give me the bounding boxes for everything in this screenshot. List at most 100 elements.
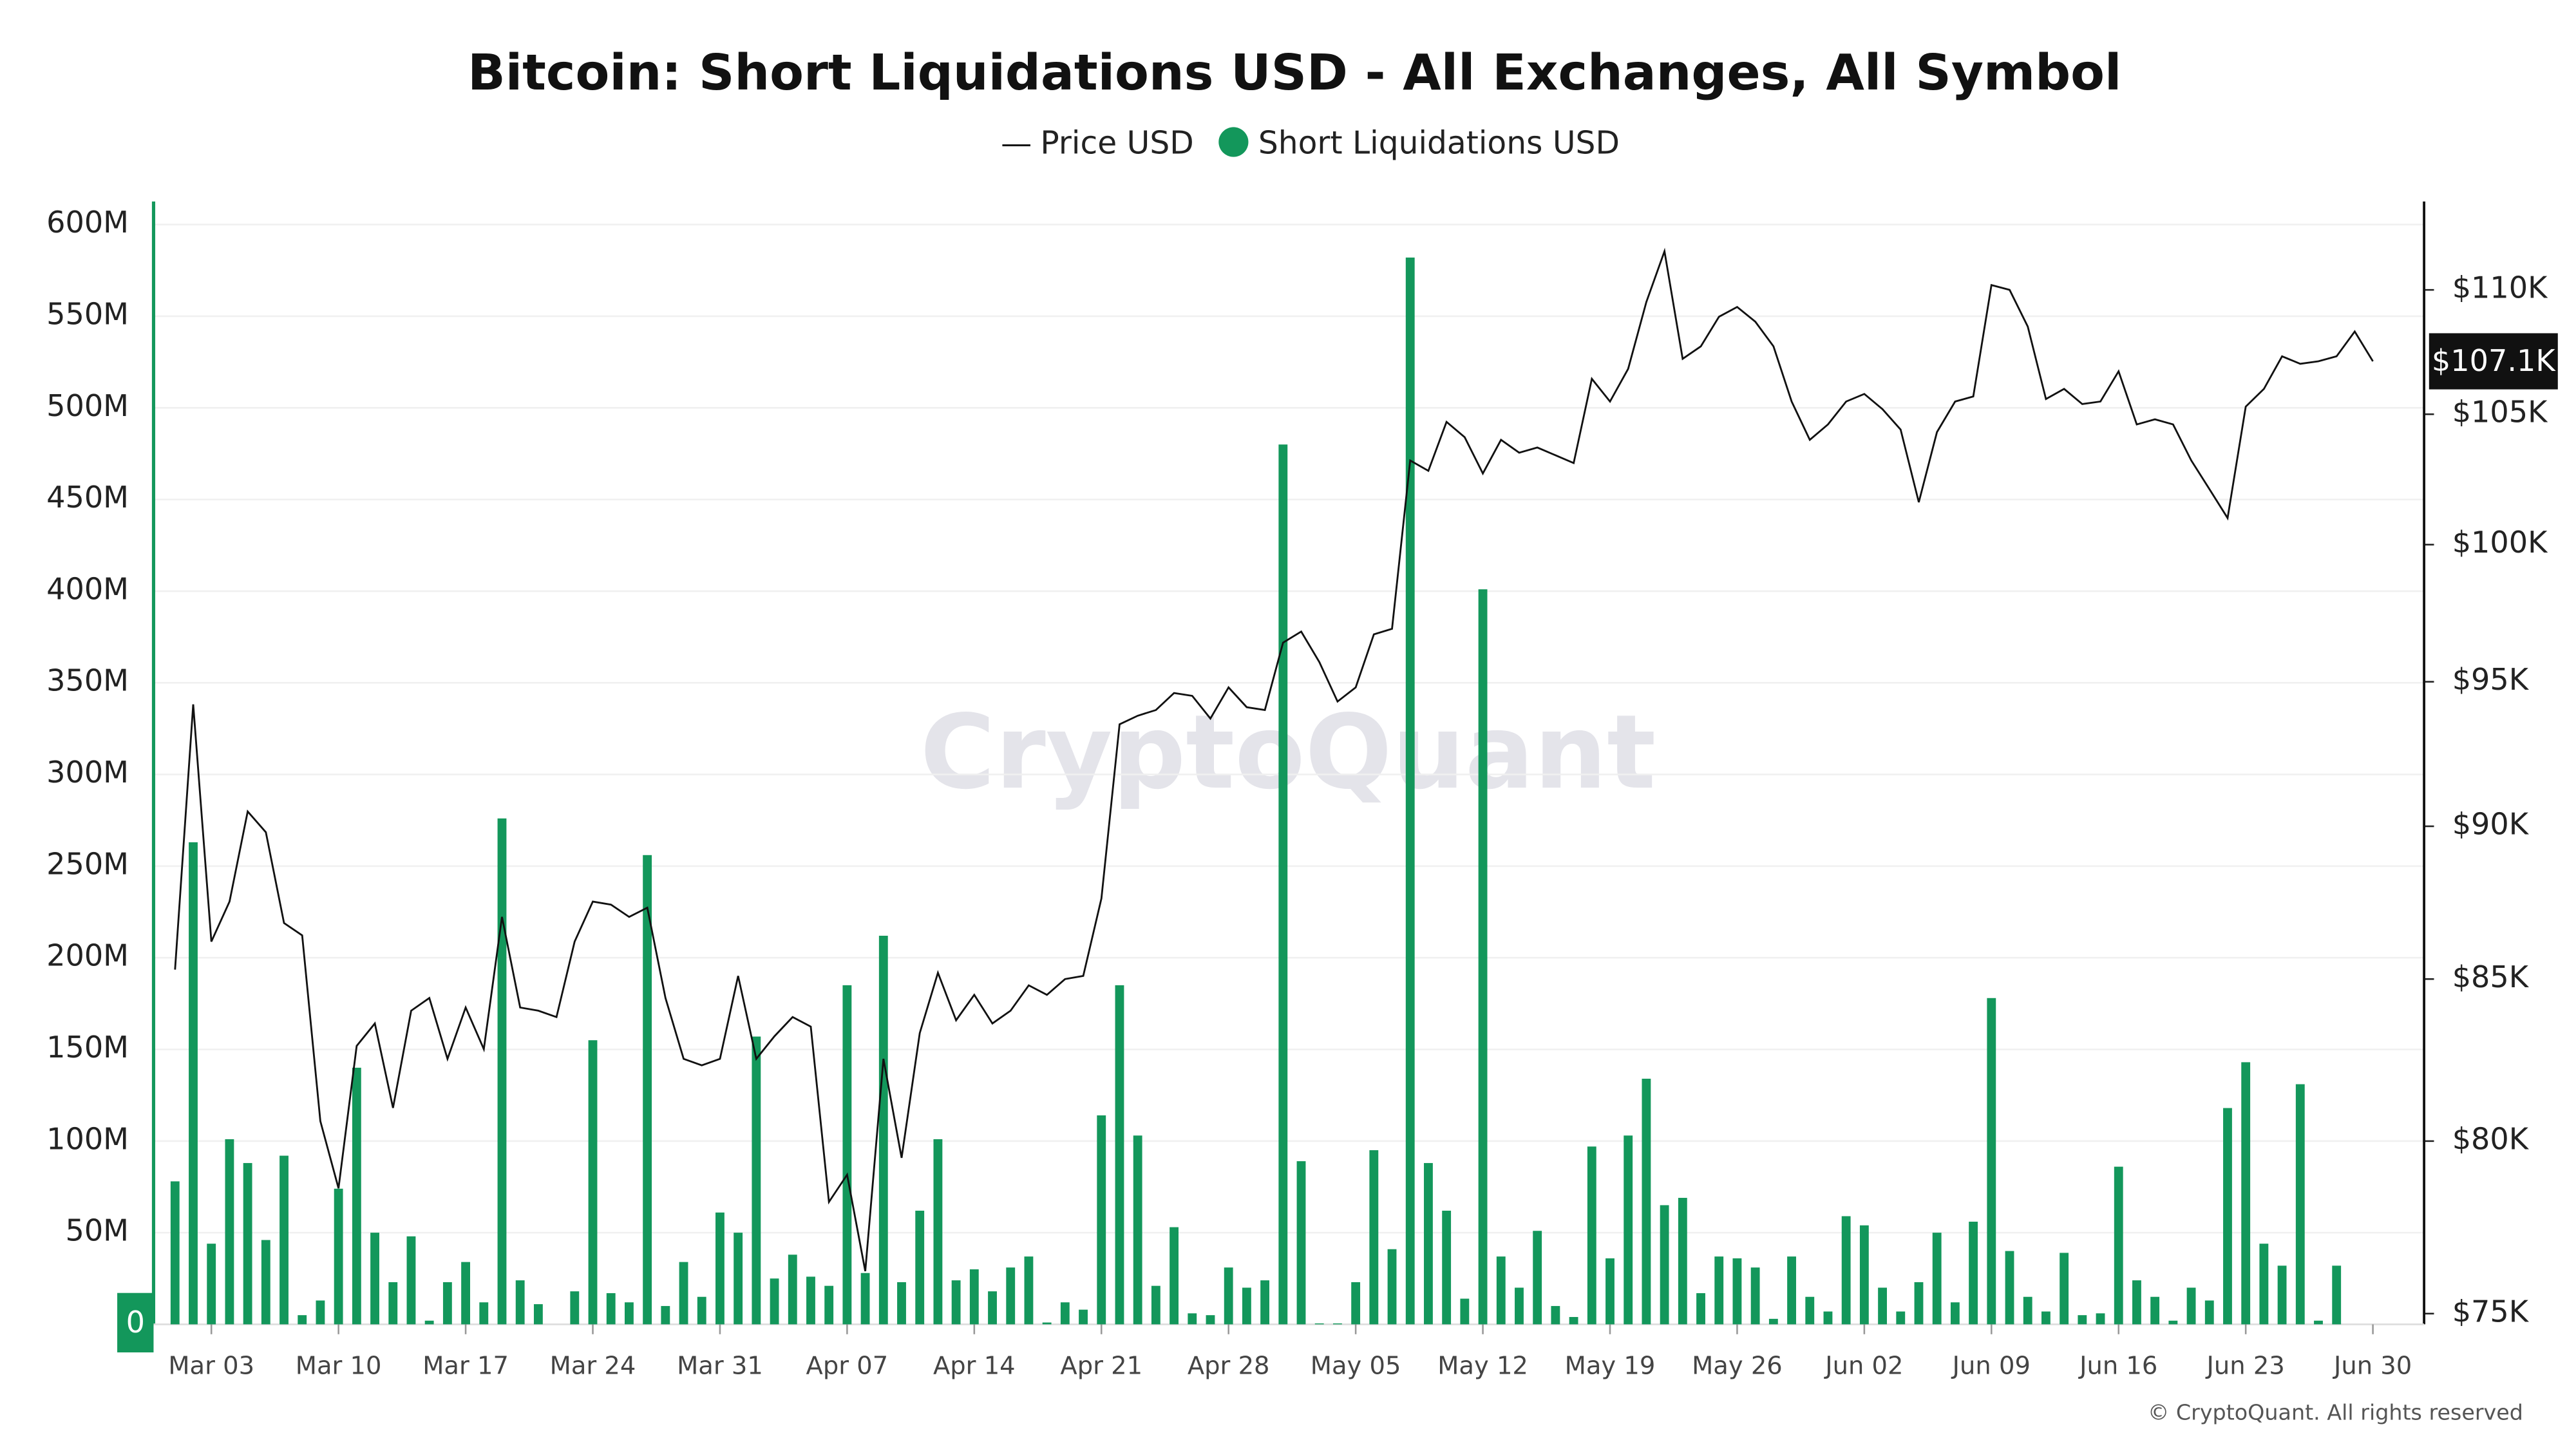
bar [298, 1315, 307, 1325]
bar [2259, 1244, 2269, 1325]
y-tick-label: 600M [46, 205, 129, 240]
bar [2023, 1296, 2032, 1325]
y-tick-label: 550M [46, 296, 129, 331]
bar [2314, 1320, 2323, 1325]
chart-title: Bitcoin: Short Liquidations USD - All Ex… [468, 44, 2121, 102]
bar [2204, 1300, 2214, 1325]
bar [1515, 1287, 1524, 1325]
bar [1369, 1150, 1379, 1325]
bar [533, 1304, 543, 1325]
bar [1242, 1287, 1251, 1325]
bar [316, 1300, 325, 1325]
bar [207, 1244, 216, 1325]
bar [788, 1255, 797, 1325]
bar [2060, 1253, 2069, 1325]
x-tick-label: May 05 [1311, 1352, 1401, 1381]
bar [969, 1269, 979, 1325]
bar [1823, 1311, 1833, 1325]
bar [951, 1280, 961, 1325]
bar [1460, 1298, 1470, 1325]
x-tick-label: Jun 16 [2078, 1352, 2157, 1381]
bar [2168, 1320, 2178, 1325]
legend-label: Price USD [1040, 126, 1193, 162]
legend-label: Short Liquidations USD [1258, 126, 1620, 162]
bar [697, 1296, 706, 1325]
bar [442, 1282, 452, 1325]
x-tick-label: May 19 [1565, 1352, 1656, 1381]
bar [661, 1305, 670, 1325]
y2-tick-label: $100K [2452, 525, 2548, 560]
bar [915, 1210, 925, 1325]
bar [1424, 1162, 1433, 1325]
bar [1714, 1256, 1724, 1325]
bar [1151, 1285, 1160, 1325]
bar [170, 1181, 180, 1325]
bar [1932, 1233, 1942, 1325]
x-tick-label: Jun 23 [2206, 1352, 2285, 1381]
bar [515, 1280, 525, 1325]
bar [1969, 1222, 1978, 1325]
bar [734, 1233, 743, 1325]
bar [1442, 1210, 1452, 1325]
legend-dot [1218, 127, 1249, 157]
bar [2241, 1062, 2251, 1325]
bar [1405, 257, 1415, 1325]
bar [1950, 1302, 1960, 1325]
x-tick-label: Mar 31 [677, 1352, 763, 1381]
bar [2277, 1265, 2287, 1325]
bar [1024, 1256, 1034, 1325]
bar [370, 1233, 379, 1325]
bar [1188, 1313, 1197, 1325]
bar [2223, 1108, 2232, 1325]
bar [461, 1262, 470, 1325]
y-tick-label: 500M [46, 388, 129, 423]
bar [261, 1240, 270, 1325]
x-tick-label: May 26 [1692, 1352, 1783, 1381]
y2-tick-label: $85K [2452, 960, 2530, 994]
bar [1987, 998, 1996, 1325]
bar [1224, 1267, 1233, 1325]
bar [1133, 1135, 1142, 1325]
y2-tick-label: $80K [2452, 1121, 2530, 1156]
price-line [174, 247, 2374, 1272]
bar [279, 1155, 289, 1325]
x-tick-label: Jun 02 [1824, 1352, 1903, 1381]
y-tick-label: 450M [46, 480, 129, 515]
x-tick-label: Mar 03 [168, 1352, 254, 1381]
bar [1605, 1258, 1615, 1325]
bar [1042, 1322, 1052, 1325]
x-tick-label: Apr 28 [1188, 1352, 1270, 1381]
bar [1841, 1216, 1851, 1325]
bar [1642, 1079, 1651, 1325]
bar [497, 818, 507, 1325]
bar [1660, 1205, 1669, 1325]
bar [1314, 1323, 1324, 1325]
last-price-badge [2429, 333, 2558, 390]
bar [860, 1273, 870, 1325]
last-price-label: $107.1K [2432, 343, 2556, 378]
x-tick-label: Apr 14 [933, 1352, 1016, 1381]
bar [588, 1040, 598, 1325]
bar [570, 1291, 580, 1325]
x-tick-label: Apr 21 [1060, 1352, 1142, 1381]
y2-tick-label: $95K [2452, 662, 2530, 697]
bar [424, 1320, 434, 1325]
bar [243, 1162, 252, 1325]
bar [752, 1036, 761, 1325]
bar [2295, 1084, 2305, 1325]
bar [189, 842, 198, 1325]
bar [2332, 1265, 2342, 1325]
x-tick-label: Jun 30 [2333, 1352, 2412, 1381]
bar [1624, 1135, 1633, 1325]
copyright: © CryptoQuant. All rights reserved [2148, 1399, 2523, 1425]
watermark: CryptoQuant [920, 693, 1656, 812]
bar [1006, 1267, 1016, 1325]
bar [1097, 1115, 1106, 1325]
bar [624, 1302, 634, 1325]
bar [406, 1236, 416, 1325]
x-tick-label: Mar 10 [296, 1352, 382, 1381]
bar [897, 1282, 906, 1325]
bar [1060, 1302, 1070, 1325]
bar [1569, 1317, 1578, 1325]
